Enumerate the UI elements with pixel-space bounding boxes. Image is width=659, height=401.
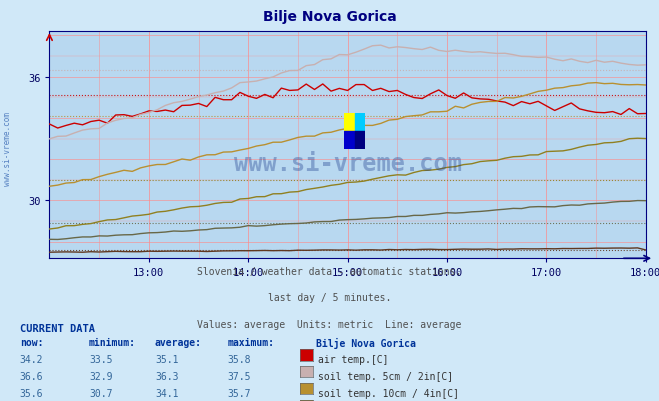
Text: 35.6: 35.6	[20, 388, 43, 398]
Text: www.si-vreme.com: www.si-vreme.com	[3, 111, 13, 185]
Text: www.si-vreme.com: www.si-vreme.com	[234, 152, 461, 176]
Bar	[344, 113, 355, 132]
Text: Bilje Nova Gorica: Bilje Nova Gorica	[316, 337, 416, 348]
Text: soil temp. 5cm / 2in[C]: soil temp. 5cm / 2in[C]	[318, 371, 453, 381]
Bar	[355, 132, 365, 150]
Text: air temp.[C]: air temp.[C]	[318, 354, 389, 364]
Text: 30.7: 30.7	[89, 388, 113, 398]
Bar	[355, 113, 365, 132]
Text: 34.1: 34.1	[155, 388, 179, 398]
Text: 35.8: 35.8	[227, 354, 251, 364]
Text: Bilje Nova Gorica: Bilje Nova Gorica	[263, 10, 396, 24]
Text: 36.6: 36.6	[20, 371, 43, 381]
Text: 34.2: 34.2	[20, 354, 43, 364]
Text: Slovenia / weather data - automatic stations.: Slovenia / weather data - automatic stat…	[197, 267, 462, 277]
Text: average:: average:	[155, 337, 202, 347]
Text: CURRENT DATA: CURRENT DATA	[20, 323, 95, 333]
Text: 35.7: 35.7	[227, 388, 251, 398]
Text: minimum:: minimum:	[89, 337, 136, 347]
Text: Values: average  Units: metric  Line: average: Values: average Units: metric Line: aver…	[197, 319, 462, 329]
Text: soil temp. 10cm / 4in[C]: soil temp. 10cm / 4in[C]	[318, 388, 459, 398]
Text: 37.5: 37.5	[227, 371, 251, 381]
Text: 36.3: 36.3	[155, 371, 179, 381]
Text: 32.9: 32.9	[89, 371, 113, 381]
Text: 35.1: 35.1	[155, 354, 179, 364]
Text: 33.5: 33.5	[89, 354, 113, 364]
Bar	[344, 132, 355, 150]
Text: maximum:: maximum:	[227, 337, 274, 347]
Text: last day / 5 minutes.: last day / 5 minutes.	[268, 293, 391, 303]
Text: now:: now:	[20, 337, 43, 347]
